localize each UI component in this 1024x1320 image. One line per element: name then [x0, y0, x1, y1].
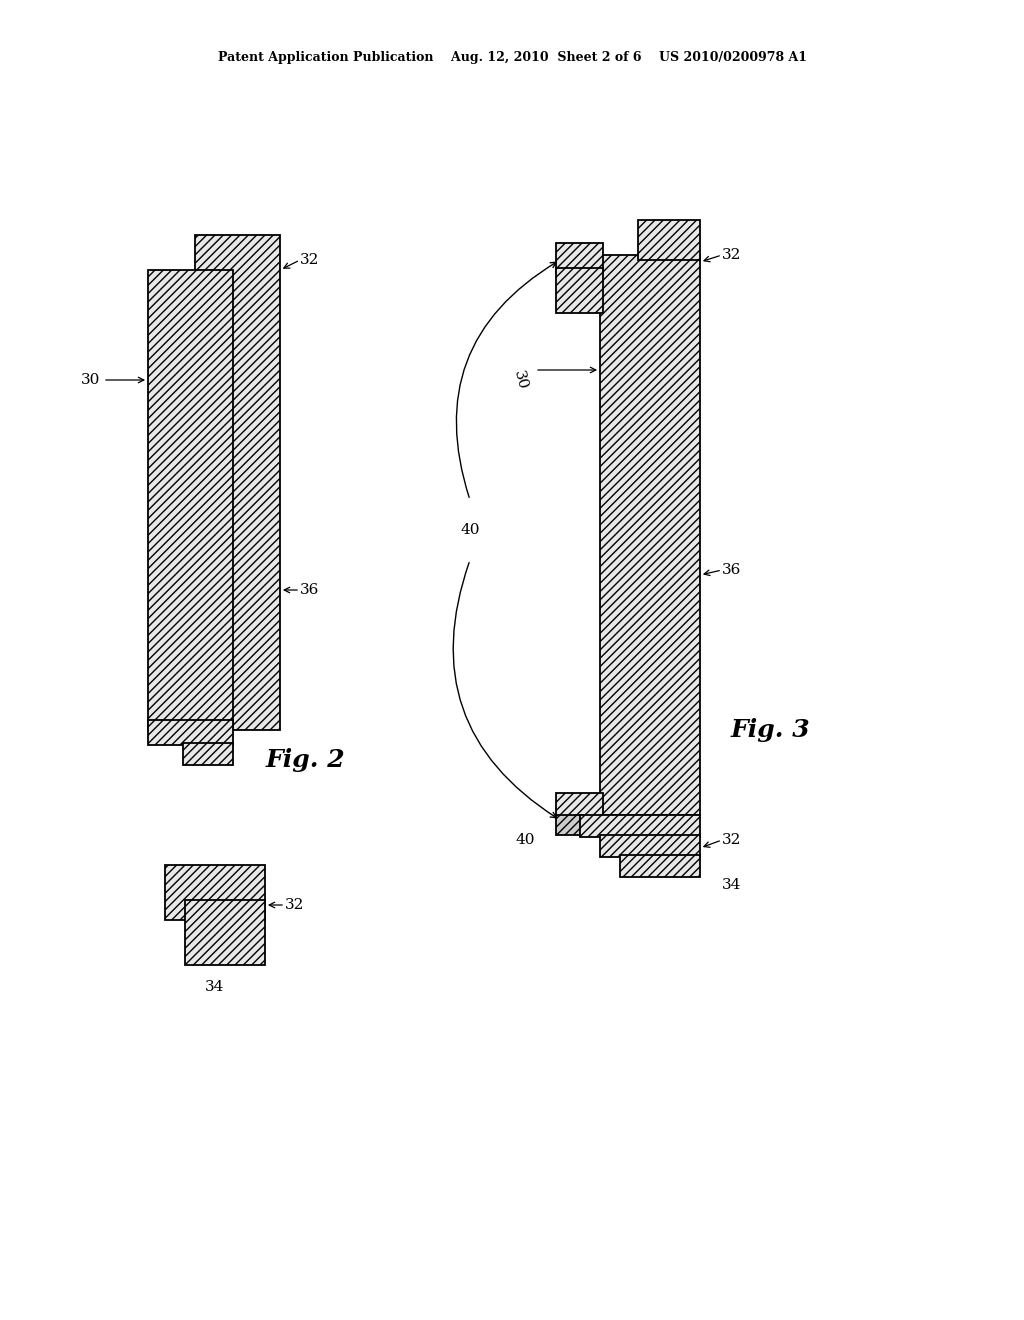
Bar	[620, 855, 700, 876]
Text: 30: 30	[511, 368, 530, 391]
Text: 32: 32	[722, 248, 741, 261]
Bar	[195, 235, 280, 730]
Text: 36: 36	[300, 583, 319, 597]
Text: 32: 32	[722, 833, 741, 847]
Text: 34: 34	[722, 878, 741, 892]
Text: Fig. 2: Fig. 2	[265, 748, 345, 772]
Bar	[185, 900, 265, 965]
Text: 40: 40	[460, 523, 480, 537]
Text: 32: 32	[300, 253, 319, 267]
Text: Patent Application Publication    Aug. 12, 2010  Sheet 2 of 6    US 2010/0200978: Patent Application Publication Aug. 12, …	[217, 51, 807, 65]
Text: 40: 40	[515, 833, 535, 847]
Bar	[600, 836, 700, 857]
Bar	[165, 865, 265, 920]
Bar	[638, 220, 700, 260]
Text: 36: 36	[722, 564, 741, 577]
Text: 34: 34	[206, 979, 224, 994]
Text: 30: 30	[81, 374, 100, 387]
Text: Fig. 3: Fig. 3	[730, 718, 810, 742]
Bar	[183, 743, 233, 766]
Bar	[148, 719, 233, 744]
Bar	[556, 243, 603, 273]
Bar	[600, 255, 700, 814]
Bar	[556, 268, 603, 313]
Text: 32: 32	[285, 898, 304, 912]
Bar	[556, 814, 584, 836]
Bar	[148, 271, 233, 730]
Bar	[556, 793, 603, 818]
Bar	[580, 814, 700, 837]
